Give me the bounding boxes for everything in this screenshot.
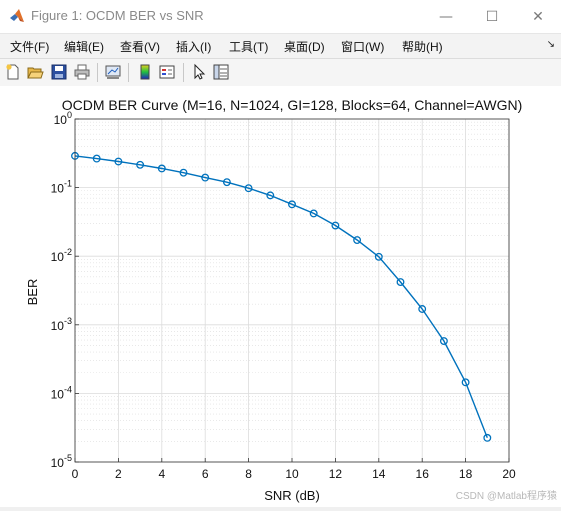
menu-window[interactable]: 窗口(W) <box>341 40 385 54</box>
axes-box <box>74 118 510 463</box>
x-axis-label: SNR (dB) <box>264 488 320 503</box>
menu-file[interactable]: 文件(F) <box>10 40 50 54</box>
save-icon[interactable] <box>50 63 68 81</box>
watermark-text: CSDN @Matlab程序猿 <box>456 489 557 502</box>
ber-data-point <box>244 184 253 193</box>
menu-desktop[interactable]: 桌面(D) <box>284 40 325 54</box>
toolbar <box>0 58 561 87</box>
matlab-logo-icon <box>10 9 24 22</box>
toolbar-separator <box>183 63 184 82</box>
figure-canvas: 0 2 4 6 8 10 12 14 16 18 20 100 10-1 10-2 10-3 10-4 10-5… <box>0 86 561 507</box>
y-axis-label: BER <box>25 279 40 306</box>
ber-data-point <box>418 305 427 313</box>
new-figure-icon[interactable] <box>4 63 22 81</box>
close-button[interactable]: ✕ <box>532 8 544 25</box>
ber-data-point <box>157 164 166 173</box>
colorbar-icon[interactable] <box>136 63 154 81</box>
ber-data-point <box>439 337 448 345</box>
x-tick-label: 8 <box>245 467 252 481</box>
ber-data-point <box>309 209 318 218</box>
menu-edit[interactable]: 编辑(E) <box>64 40 104 54</box>
ber-data-point <box>201 173 210 182</box>
x-tick-label: 0 <box>72 467 79 481</box>
ber-data-point <box>461 378 470 387</box>
ber-chart: 0 2 4 6 8 10 12 14 16 18 20 100 10-1 10-2 10-3 10-4 10-5… <box>25 97 557 503</box>
menu-bar: 文件(F) 编辑(E) 查看(V) 插入(I) 工具(T) 桌面(D) 窗口(W… <box>0 34 561 58</box>
x-tick-label: 20 <box>502 467 516 481</box>
window-title: Figure 1: OCDM BER vs SNR <box>31 8 204 23</box>
x-tick-label: 12 <box>329 467 343 481</box>
y-tick-label: 10-3 <box>51 316 72 333</box>
ber-data-point <box>114 157 123 166</box>
ber-data-point <box>136 160 145 169</box>
ber-data-point <box>222 178 231 187</box>
link-plot-icon[interactable] <box>104 63 122 81</box>
menu-view[interactable]: 查看(V) <box>120 40 160 54</box>
ber-data-point <box>179 168 188 177</box>
y-tick-label: 10-5 <box>51 453 72 470</box>
maximize-button[interactable]: ☐ <box>485 8 499 25</box>
property-editor-icon[interactable] <box>212 63 230 81</box>
ber-data-point <box>353 236 362 244</box>
x-tick-label: 18 <box>459 467 473 481</box>
toolbar-separator <box>128 63 129 82</box>
y-tick-label: 10-2 <box>51 247 72 264</box>
ber-data-point <box>92 154 101 163</box>
legend-icon[interactable] <box>158 63 176 81</box>
ber-data-point <box>266 191 275 200</box>
ber-data-point <box>288 200 296 209</box>
ber-data-point <box>374 252 383 261</box>
y-tick-label: 10-1 <box>51 179 72 196</box>
title-bar: Figure 1: OCDM BER vs SNR — ☐ ✕ <box>0 0 561 34</box>
menu-overflow-icon[interactable]: ↘ <box>546 39 555 50</box>
y-tick-label: 100 <box>54 110 72 127</box>
x-tick-label: 4 <box>158 467 165 481</box>
x-tick-label: 2 <box>115 467 122 481</box>
toolbar-separator <box>97 63 98 82</box>
x-tick-label: 16 <box>416 467 430 481</box>
ber-data-point <box>483 433 492 442</box>
x-tick-label: 14 <box>372 467 386 481</box>
open-icon[interactable] <box>26 63 44 81</box>
y-tick-label: 10-4 <box>51 384 72 401</box>
ber-data-point <box>331 221 340 230</box>
x-tick-label: 6 <box>202 467 209 481</box>
ber-data-point <box>396 278 405 286</box>
print-icon[interactable] <box>73 63 91 81</box>
x-tick-label: 10 <box>285 467 299 481</box>
pointer-icon[interactable] <box>190 63 208 81</box>
menu-insert[interactable]: 插入(I) <box>176 40 212 54</box>
minimize-button[interactable]: — <box>439 8 453 25</box>
menu-help[interactable]: 帮助(H) <box>402 40 443 54</box>
menu-tools[interactable]: 工具(T) <box>229 40 269 54</box>
chart-title: OCDM BER Curve (M=16, N=1024, GI=128, Bl… <box>62 97 523 113</box>
